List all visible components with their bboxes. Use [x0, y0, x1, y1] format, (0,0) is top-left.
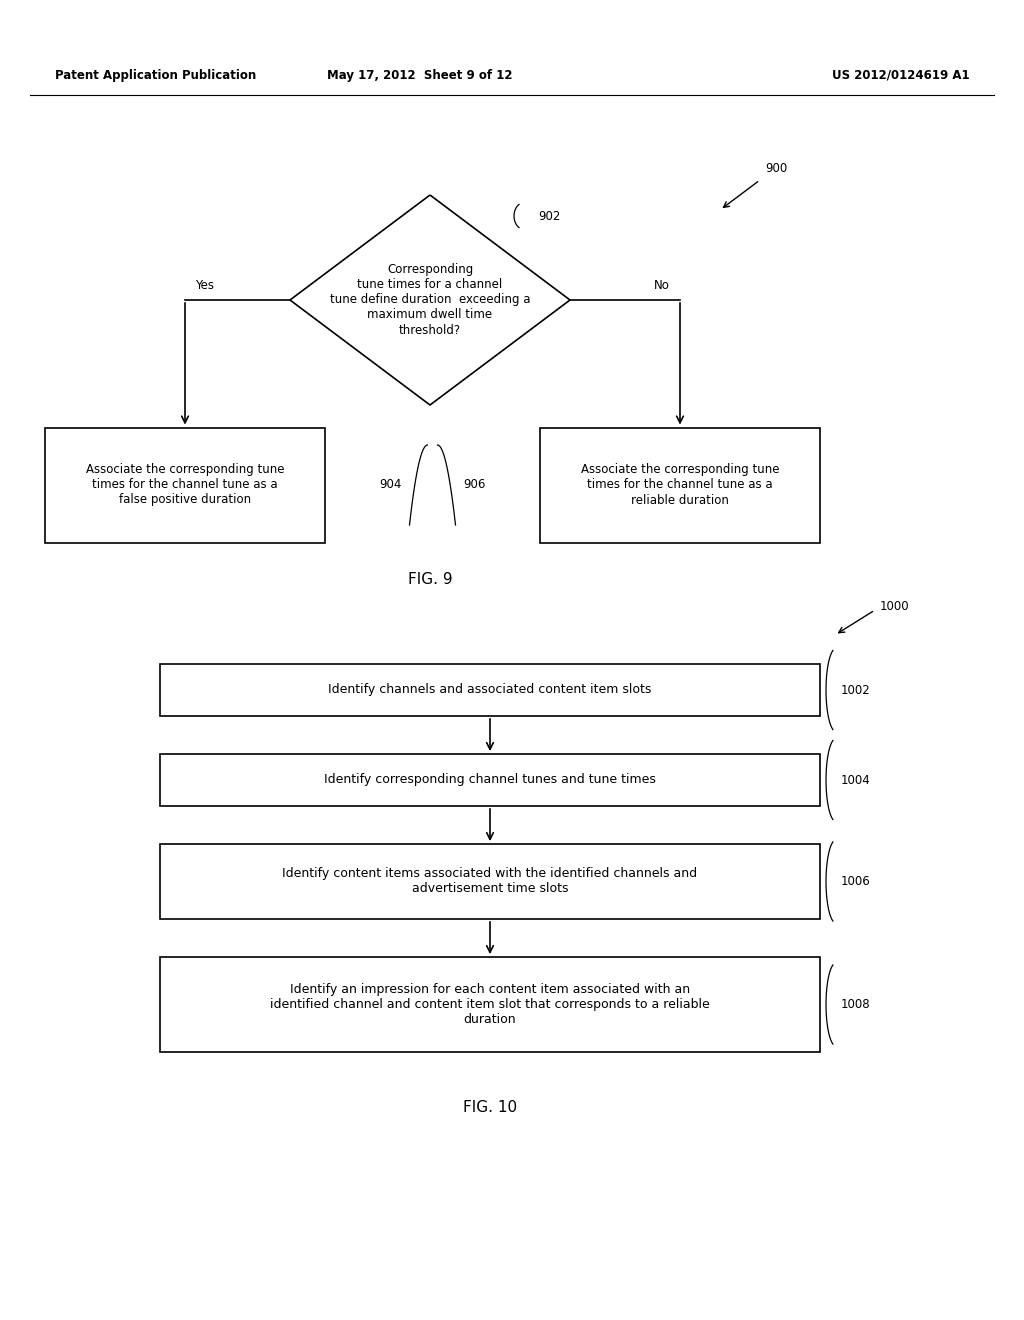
Text: May 17, 2012  Sheet 9 of 12: May 17, 2012 Sheet 9 of 12 — [328, 69, 513, 82]
Text: 1000: 1000 — [880, 601, 909, 614]
Text: Yes: Yes — [195, 279, 214, 292]
Text: 902: 902 — [538, 210, 560, 223]
Text: Associate the corresponding tune
times for the channel tune as a
false positive : Associate the corresponding tune times f… — [86, 463, 285, 507]
Bar — [160, 754, 820, 807]
Text: Associate the corresponding tune
times for the channel tune as a
reliable durati: Associate the corresponding tune times f… — [581, 463, 779, 507]
Text: FIG. 10: FIG. 10 — [463, 1100, 517, 1114]
Bar — [540, 428, 820, 543]
Text: 904: 904 — [379, 479, 401, 491]
Bar — [45, 428, 325, 543]
Text: Identify an impression for each content item associated with an
identified chann: Identify an impression for each content … — [270, 983, 710, 1026]
Text: No: No — [654, 279, 670, 292]
Text: 906: 906 — [464, 479, 485, 491]
Text: Corresponding
tune times for a channel
tune define duration  exceeding a
maximum: Corresponding tune times for a channel t… — [330, 264, 530, 337]
Text: US 2012/0124619 A1: US 2012/0124619 A1 — [833, 69, 970, 82]
Bar — [160, 664, 820, 715]
Text: Identify content items associated with the identified channels and
advertisement: Identify content items associated with t… — [283, 867, 697, 895]
Bar — [160, 957, 820, 1052]
Text: 1002: 1002 — [841, 684, 870, 697]
Text: FIG. 9: FIG. 9 — [408, 573, 453, 587]
Text: 1008: 1008 — [841, 998, 870, 1011]
Text: Identify corresponding channel tunes and tune times: Identify corresponding channel tunes and… — [324, 774, 656, 787]
Text: Patent Application Publication: Patent Application Publication — [55, 69, 256, 82]
Text: Identify channels and associated content item slots: Identify channels and associated content… — [329, 684, 651, 697]
Bar — [160, 843, 820, 919]
Text: 1004: 1004 — [841, 774, 870, 787]
Text: 900: 900 — [765, 162, 787, 176]
Text: 1006: 1006 — [841, 875, 870, 888]
